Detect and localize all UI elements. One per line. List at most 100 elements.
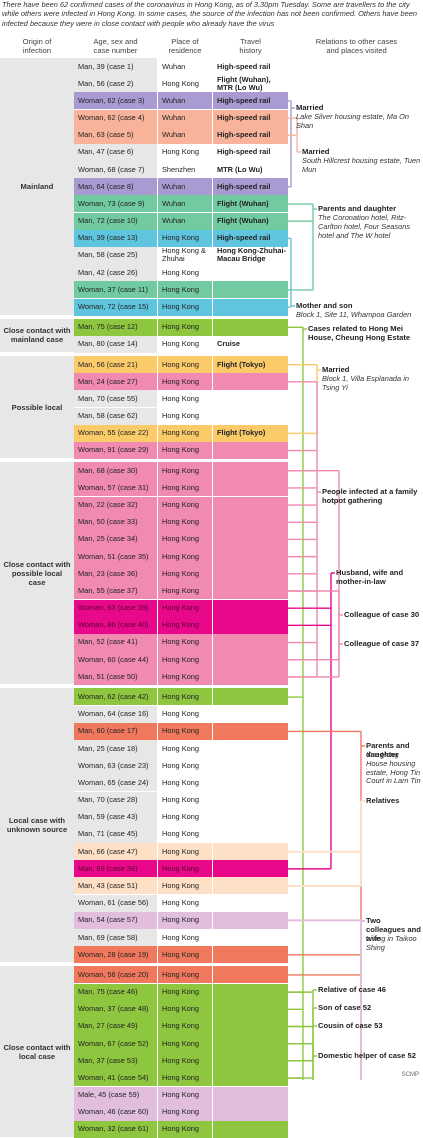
case-cell: Woman, 67 (case 52) — [74, 1035, 157, 1053]
case-cell: Woman, 56 (case 20) — [74, 966, 157, 984]
travel-cell — [213, 808, 288, 826]
case-cell: Man, 51 (case 50) — [74, 668, 157, 686]
table-row: Woman, 37 (case 11) Hong Kong — [74, 281, 288, 299]
case-cell: Man, 47 (case 6) — [74, 143, 157, 161]
travel-cell: Flight (Wuhan) — [213, 195, 288, 213]
travel-cell — [213, 633, 288, 651]
relation-subtitle: Block 1, Site 11, Whampoa Garden — [296, 310, 412, 319]
relation-title: Cousin of case 53 — [318, 1021, 383, 1030]
case-cell: Man, 70 (case 28) — [74, 791, 157, 809]
case-cell: Man, 39 (case 13) — [74, 229, 157, 247]
residence-cell: Hong Kong — [158, 705, 212, 723]
table-row: Woman, 32 (case 61) Hong Kong — [74, 1120, 288, 1138]
table-row: Man, 70 (case 28) Hong Kong — [74, 791, 288, 809]
case-cell: Woman, 73 (case 9) — [74, 195, 157, 213]
travel-cell — [213, 599, 288, 617]
case-cell: Man, 64 (case 8) — [74, 178, 157, 196]
travel-cell — [213, 894, 288, 912]
origin-group-label: Possible local — [11, 402, 63, 412]
table-row: Man, 52 (case 41) Hong Kong — [74, 633, 288, 651]
travel-cell — [213, 966, 288, 984]
table-row: Man, 51 (case 50) Hong Kong — [74, 668, 288, 686]
residence-cell: Wuhan — [158, 92, 212, 110]
case-cell: Woman, 32 (case 61) — [74, 1120, 157, 1138]
relation-title: Married — [296, 103, 324, 112]
travel-cell: High-speed rail — [213, 229, 288, 247]
table-row: Woman, 63 (case 39) Hong Kong — [74, 599, 288, 617]
case-cell: Man, 60 (case 17) — [74, 722, 157, 740]
residence-cell: Wuhan — [158, 212, 212, 230]
case-cell: Man, 70 (case 55) — [74, 390, 157, 408]
origin-group-label: Local case with unknown source — [6, 816, 68, 835]
travel-cell: Flight (Tokyo) — [213, 424, 288, 442]
residence-cell: Hong Kong — [158, 318, 212, 336]
residence-cell: Hong Kong — [158, 1086, 212, 1104]
table-row: Man, 42 (case 26) Hong Kong — [74, 264, 288, 282]
travel-cell: Cruise — [213, 335, 288, 353]
table-row: Man, 27 (case 49) Hong Kong — [74, 1017, 288, 1035]
relation-title: Two colleagues and wife — [366, 916, 421, 943]
travel-cell — [213, 983, 288, 1001]
travel-cell — [213, 281, 288, 299]
residence-cell: Hong Kong — [158, 479, 212, 497]
residence-cell: Hong Kong — [158, 1120, 212, 1138]
residence-cell: Hong Kong — [158, 599, 212, 617]
intro-text: There have been 62 confirmed cases of th… — [2, 0, 417, 28]
residence-cell: Hong Kong — [158, 757, 212, 775]
table-row: Man, 70 (case 55) Hong Kong — [74, 390, 288, 408]
table-row: Man, 80 (case 14) Hong Kong Cruise — [74, 335, 288, 353]
relation-title: Colleague of case 30 — [344, 610, 420, 619]
case-cell: Man, 69 (case 58) — [74, 929, 157, 946]
table-row: Woman, 57 (case 31) Hong Kong — [74, 479, 288, 497]
relation-title: Relative of case 46 — [318, 985, 386, 994]
residence-cell: Wuhan — [158, 126, 212, 144]
origin-group: Close contact with mainland case — [0, 318, 74, 353]
residence-cell: Hong Kong — [158, 877, 212, 895]
relation-title: Husband, wife and mother-in-law — [336, 568, 404, 586]
relation-subtitle: Block 1, Villa Esplanada in Tsing Yi — [322, 374, 409, 392]
relation-title: Mother and son — [296, 301, 353, 310]
case-cell: Man, 71 (case 45) — [74, 825, 157, 843]
table-row: Man, 47 (case 6) Hong Kong High-speed rail — [74, 143, 288, 161]
relation-title: Married — [322, 365, 350, 374]
relation-subtitle: South Hillcrest housing estate, Tuen Mun — [302, 156, 421, 174]
case-cell: Man, 69 (case 38) — [74, 860, 157, 878]
case-cell: Woman, 86 (case 40) — [74, 616, 157, 634]
case-cell: Man, 56 (case 21) — [74, 356, 157, 374]
table-row: Man, 75 (case 12) Hong Kong — [74, 318, 288, 336]
travel-cell — [213, 774, 288, 792]
table-row: Woman, 68 (case 7) Shenzhen MTR (Lo Wu) — [74, 161, 288, 179]
travel-cell — [213, 530, 288, 548]
table-row: Woman, 62 (case 42) Hong Kong — [74, 688, 288, 706]
case-cell: Woman, 63 (case 23) — [74, 757, 157, 775]
travel-cell — [213, 496, 288, 514]
residence-cell: Hong Kong — [158, 946, 212, 964]
case-cell: Woman, 51 (case 35) — [74, 548, 157, 566]
residence-cell: Hong Kong — [158, 740, 212, 758]
table-row: Man, 64 (case 8) Wuhan High-speed rail — [74, 178, 288, 196]
origin-group-label: Close contact with mainland case — [3, 326, 71, 345]
residence-cell: Hong Kong — [158, 1000, 212, 1018]
table-row: Woman, 46 (case 60) Hong Kong — [74, 1103, 288, 1121]
case-cell: Woman, 68 (case 7) — [74, 161, 157, 179]
table-row: Man, 54 (case 57) Hong Kong — [74, 911, 288, 929]
travel-cell: High-speed rail — [213, 58, 288, 75]
table-row: Woman, 51 (case 35) Hong Kong — [74, 548, 288, 566]
residence-cell: Hong Kong — [158, 356, 212, 374]
travel-cell — [213, 1017, 288, 1035]
travel-cell: High-speed rail — [213, 109, 288, 127]
residence-cell: Hong Kong — [158, 894, 212, 912]
residence-cell: Hong Kong — [158, 722, 212, 740]
table-row: Man, 58 (case 62) Hong Kong — [74, 407, 288, 425]
residence-cell: Hong Kong — [158, 860, 212, 878]
travel-cell — [213, 264, 288, 282]
origin-group: Close contact with possible local case — [0, 462, 74, 685]
case-cell: Woman, 37 (case 11) — [74, 281, 157, 299]
travel-cell: High-speed rail — [213, 178, 288, 196]
case-cell: Woman, 65 (case 24) — [74, 774, 157, 792]
residence-cell: Hong Kong — [158, 565, 212, 583]
travel-cell — [213, 877, 288, 895]
residence-cell: Hong Kong — [158, 424, 212, 442]
table-row: Woman, 62 (case 4) Wuhan High-speed rail — [74, 109, 288, 127]
case-cell: Woman, 55 (case 22) — [74, 424, 157, 442]
